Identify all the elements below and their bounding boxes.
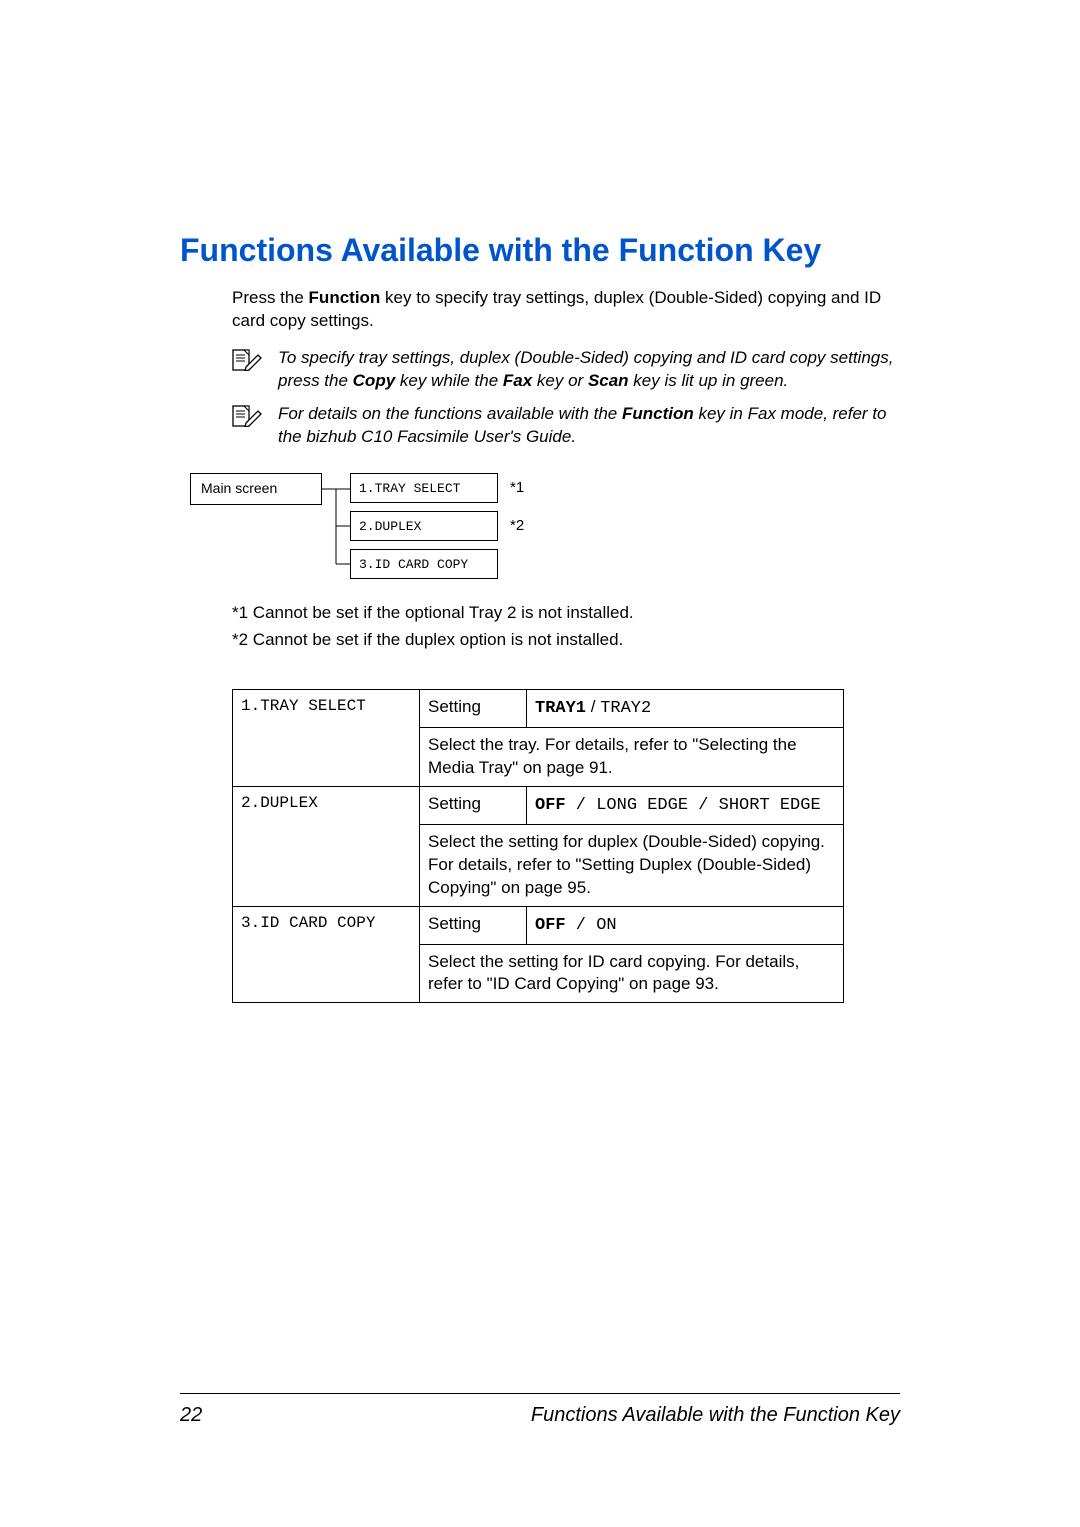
footnotes: *1 Cannot be set if the optional Tray 2 … — [232, 599, 900, 653]
table-row: 2.DUPLEX Setting OFF / LONG EDGE / SHORT… — [233, 786, 844, 824]
row3-desc: Select the setting for ID card copying. … — [420, 944, 844, 1003]
row1-value: TRAY1 / TRAY2 — [527, 690, 844, 728]
row2-desc: Select the setting for duplex (Double-Si… — [420, 824, 844, 906]
row2-v-rest: LONG EDGE / SHORT EDGE — [596, 796, 820, 815]
n1-t6: key is lit up in green. — [629, 371, 789, 390]
intro-text-1: Press the — [232, 288, 309, 307]
row1-v-sep: / — [586, 697, 600, 716]
row2-value: OFF / LONG EDGE / SHORT EDGE — [527, 786, 844, 824]
document-page: Functions Available with the Function Ke… — [0, 0, 1080, 1003]
diagram-main-screen: Main screen — [190, 473, 322, 505]
footnote-1: *1 Cannot be set if the optional Tray 2 … — [232, 599, 900, 626]
footer-divider — [180, 1393, 900, 1394]
row2-v-sep: / — [566, 796, 597, 815]
footer-row: 22 Functions Available with the Function… — [180, 1404, 900, 1427]
row3-v-sep: / — [566, 916, 597, 935]
n1-t2: key while the — [395, 371, 503, 390]
row1-name: 1.TRAY SELECT — [233, 690, 420, 787]
diagram-star-1: *1 — [510, 479, 524, 496]
n1-copy: Copy — [353, 371, 396, 390]
diagram-star-2: *2 — [510, 517, 524, 534]
n1-fax: Fax — [503, 371, 532, 390]
note-2: For details on the functions available w… — [232, 403, 900, 449]
row3-name: 3.ID CARD COPY — [233, 906, 420, 1003]
footer-title: Functions Available with the Function Ke… — [531, 1404, 900, 1427]
row3-v-bold: OFF — [535, 916, 566, 935]
n2-function: Function — [622, 404, 694, 423]
footnote-2: *2 Cannot be set if the duplex option is… — [232, 626, 900, 653]
row3-value: OFF / ON — [527, 906, 844, 944]
table-row: 3.ID CARD COPY Setting OFF / ON — [233, 906, 844, 944]
row1-v-bold: TRAY1 — [535, 699, 586, 718]
note-1: To specify tray settings, duplex (Double… — [232, 347, 900, 393]
row2-v-bold: OFF — [535, 796, 566, 815]
row1-setting-label: Setting — [420, 690, 527, 728]
note-icon — [232, 405, 262, 432]
menu-diagram: Main screen 1.TRAY SELECT 2.DUPLEX 3.ID … — [190, 473, 900, 583]
note-icon — [232, 349, 262, 376]
settings-table: 1.TRAY SELECT Setting TRAY1 / TRAY2 Sele… — [232, 689, 844, 1003]
diagram-item-1: 1.TRAY SELECT — [350, 473, 498, 503]
page-footer: 22 Functions Available with the Function… — [180, 1393, 900, 1427]
diagram-item-2: 2.DUPLEX — [350, 511, 498, 541]
row2-name: 2.DUPLEX — [233, 786, 420, 906]
intro-bold-function: Function — [309, 288, 381, 307]
note-2-text: For details on the functions available w… — [278, 403, 900, 449]
row3-v-rest: ON — [596, 916, 616, 935]
row1-desc: Select the tray. For details, refer to "… — [420, 727, 844, 786]
n1-t4: key or — [532, 371, 588, 390]
intro-paragraph: Press the Function key to specify tray s… — [232, 287, 900, 333]
row2-setting-label: Setting — [420, 786, 527, 824]
page-heading: Functions Available with the Function Ke… — [180, 232, 900, 269]
n1-scan: Scan — [588, 371, 629, 390]
page-number: 22 — [180, 1404, 202, 1427]
table-row: 1.TRAY SELECT Setting TRAY1 / TRAY2 — [233, 690, 844, 728]
n2-t0: For details on the functions available w… — [278, 404, 622, 423]
row1-v-rest: TRAY2 — [600, 699, 651, 718]
diagram-item-3: 3.ID CARD COPY — [350, 549, 498, 579]
row3-setting-label: Setting — [420, 906, 527, 944]
note-1-text: To specify tray settings, duplex (Double… — [278, 347, 900, 393]
